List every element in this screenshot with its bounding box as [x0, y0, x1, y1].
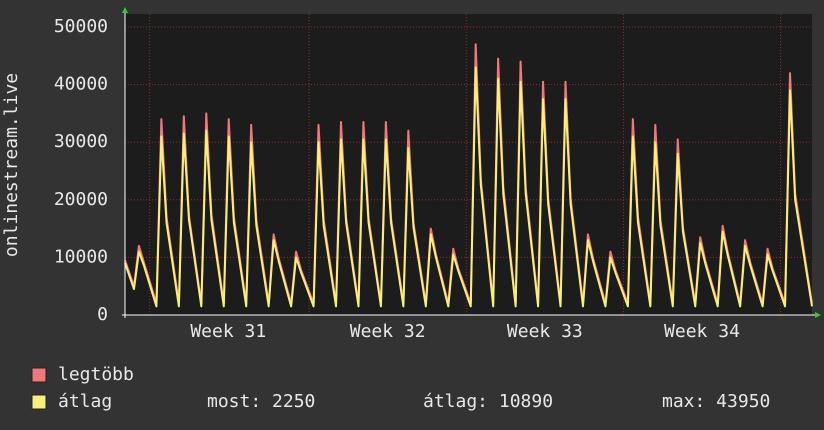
y-tick-label: 10000 — [54, 246, 108, 267]
y-tick-label: 50000 — [54, 16, 108, 37]
legend-label: legtöbb — [58, 364, 134, 385]
y-arrow — [122, 7, 128, 13]
labels: 0 10000 20000 30000 40000 50000 Week 31 Week 32… — [54, 16, 740, 342]
y-tick-label: 30000 — [54, 131, 108, 152]
x-tick-label: Week 32 — [350, 321, 426, 342]
y-tick-label: 40000 — [54, 74, 108, 95]
x-tick-label: Week 34 — [664, 321, 740, 342]
lines — [124, 43, 813, 308]
legend-swatch — [31, 394, 47, 410]
legend-swatch — [31, 367, 47, 383]
y-tick-label: 0 — [97, 304, 108, 325]
legend-label: átlag — [58, 391, 112, 412]
series-line — [124, 66, 813, 308]
y-axis-label: onlinestream.live — [1, 73, 22, 257]
x-tick-label: Week 31 — [190, 321, 266, 342]
legend-stat: max: 43950 — [662, 391, 770, 412]
legend-stat: átlag: 10890 — [423, 391, 553, 412]
x-arrow — [815, 312, 821, 318]
legend-stat: most: 2250 — [207, 391, 315, 412]
y-tick-label: 20000 — [54, 189, 108, 210]
legend: legtöbb átlag most: 2250 átlag: 10890 max: 4… — [31, 364, 770, 412]
x-tick-label: Week 33 — [507, 321, 583, 342]
